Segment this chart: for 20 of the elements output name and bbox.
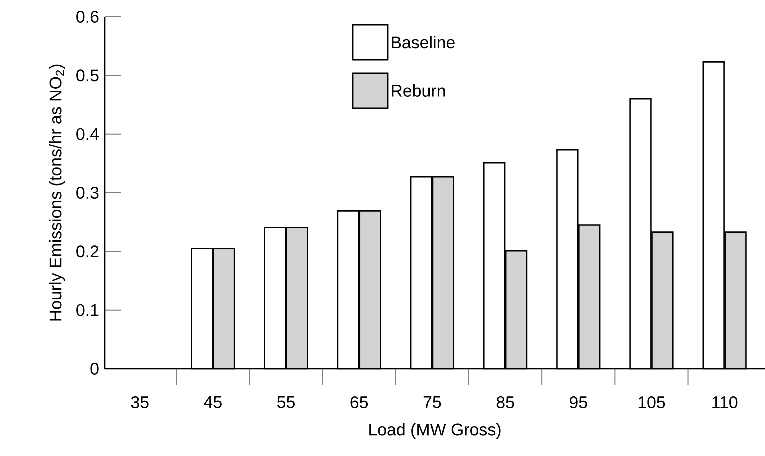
x-tick-label: 85 [496,396,514,409]
y-tick-label: 0.4 [76,128,99,140]
y-tick-label: 0.2 [76,246,99,258]
x-tick-label: 75 [424,396,442,408]
x-tick-label: 65 [350,396,368,409]
legend-label: Reburn [392,84,446,97]
x-tick-label: 45 [204,396,222,408]
x-tick-label: 105 [638,396,666,409]
x-tick-label: 35 [131,396,149,409]
x-axis-title: Load (MW Gross) [370,423,501,440]
y-tick-label: 0.1 [76,304,99,316]
x-tick-label: 55 [278,396,295,408]
legend-label: Baseline [392,36,455,49]
y-tick-label: 0.6 [76,10,99,23]
y-tick-label: 0 [90,362,99,375]
x-tick-label: 110 [712,396,738,409]
x-tick-label: 95 [570,396,588,409]
y-axis-title: Hourly Emissions (tons/hr as NO$_{2}$) [49,64,66,321]
y-tick-label: 0.3 [76,186,99,199]
y-tick-label: 0.5 [76,70,99,82]
